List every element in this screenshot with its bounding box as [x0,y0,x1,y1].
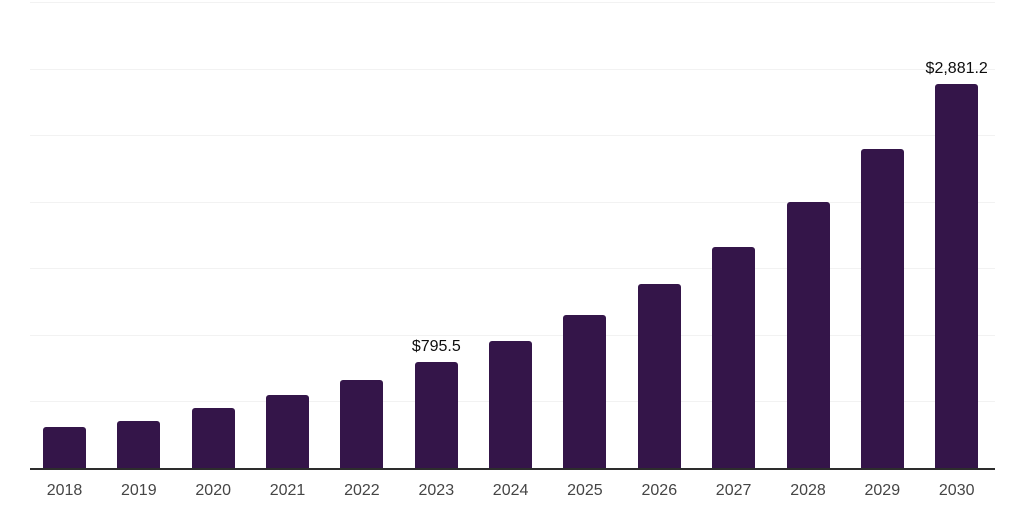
x-axis-label-2018: 2018 [46,482,83,499]
bar-2025 [563,315,607,468]
x-axis-label-2024: 2024 [492,482,529,499]
x-axis-label-2022: 2022 [344,482,380,499]
gridline-1000 [30,334,995,336]
x-axis-label-2020: 2020 [195,482,231,499]
bar-2028 [786,202,830,468]
bar-2024 [489,340,533,468]
x-axis-label-2023: 2023 [418,482,455,499]
x-axis-label-2021: 2021 [269,482,306,499]
x-axis-label-2028: 2028 [790,482,826,499]
bar-2029 [860,148,904,468]
bar-2019 [117,421,161,468]
bar-2020 [191,407,235,468]
x-axis-label-2025: 2025 [567,482,603,499]
data-label-2030: $2,881.2 [925,60,988,78]
gridline-2000 [30,201,995,203]
gridline-3500 [30,2,995,3]
bar-2030 [935,84,979,468]
gridline-3000 [30,68,995,70]
bar-2022 [340,380,384,468]
x-axis-label-2030: 2030 [938,482,975,499]
x-axis-line [30,468,995,470]
x-axis-label-2019: 2019 [121,482,157,499]
x-axis-label-2026: 2026 [641,482,678,499]
bar-2027 [712,247,756,468]
bar-2021 [266,395,309,468]
data-label-2023: $795.5 [411,338,461,356]
x-axis-label-2029: 2029 [864,482,901,499]
gridline-1500 [30,268,995,270]
bar-2026 [637,284,681,468]
bar-2018 [43,426,86,468]
bar-2023 [414,362,458,468]
x-axis-label-2027: 2027 [715,482,752,499]
gridline-2500 [30,135,995,137]
